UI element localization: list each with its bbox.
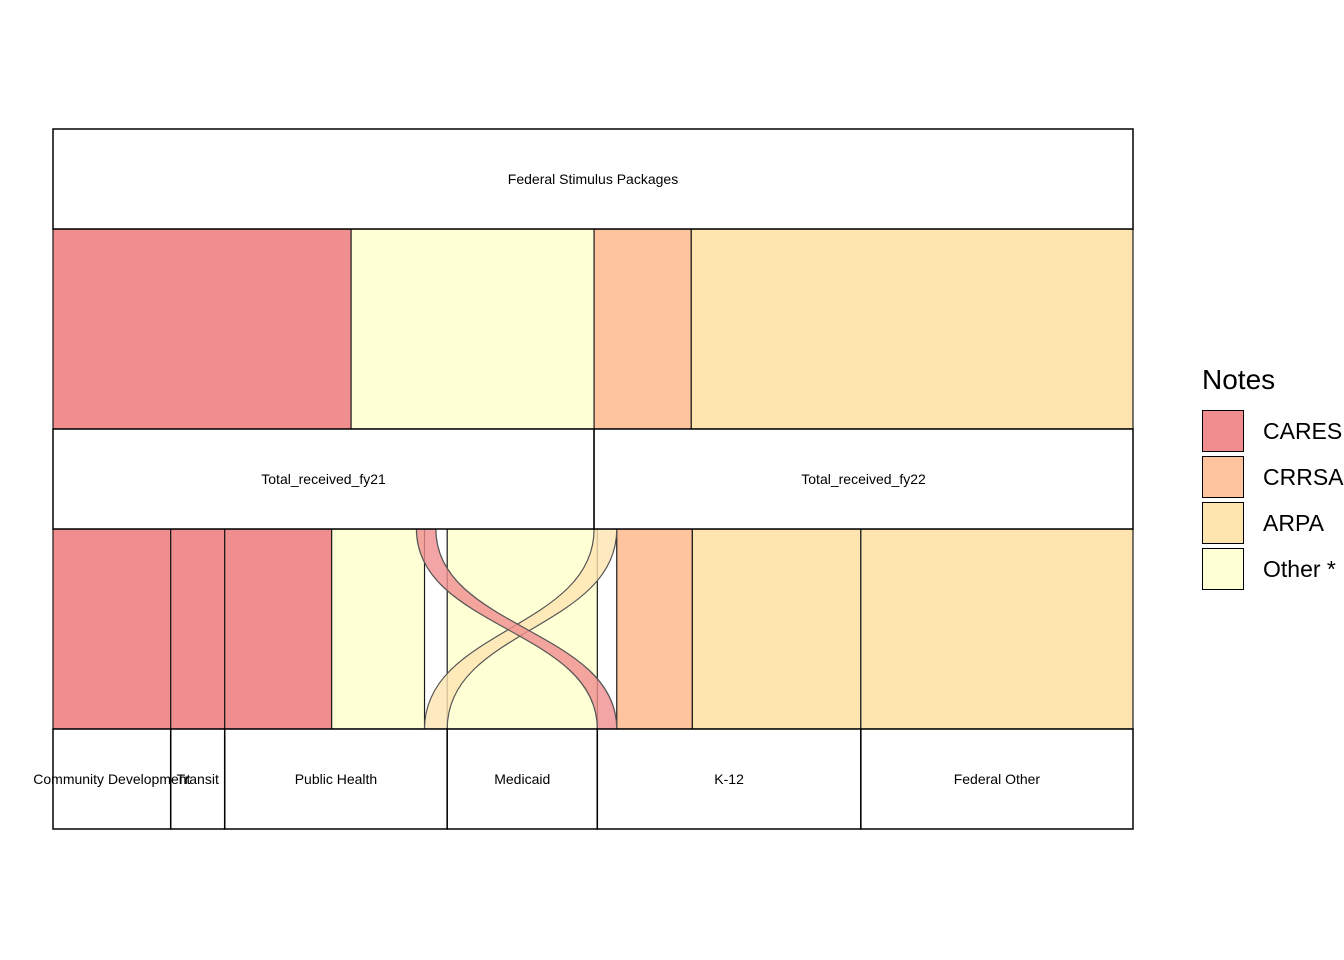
flow-federal-other-arpa <box>860 528 1134 730</box>
legend-swatch-other <box>1202 548 1244 590</box>
stratum-federal-other <box>860 728 1134 830</box>
legend-item-crrsa: CRRSA <box>1202 456 1344 500</box>
legend-item-cares: CARES <box>1202 410 1344 454</box>
legend-label-arpa: ARPA <box>1263 510 1324 536</box>
stratum-total-received-fy22 <box>593 428 1134 530</box>
flow-k-12-crrsa <box>616 528 693 730</box>
flow-public-health-other <box>331 528 426 730</box>
fy-band-crrsa <box>593 228 692 430</box>
labels-layer: Federal Stimulus Packages Total_received_… <box>33 171 1040 787</box>
flow-public-health-cares <box>224 528 333 730</box>
flow-k-12-arpa <box>691 528 862 730</box>
stratum-total-received-fy21 <box>52 428 595 530</box>
fills-layer <box>52 228 1134 730</box>
legend-label-crrsa: CRRSA <box>1263 464 1344 490</box>
flow-transit-cares <box>170 528 226 730</box>
strata-layer <box>52 128 1134 830</box>
stratum-transit <box>169 728 226 830</box>
stratum-public-health <box>223 728 448 830</box>
legend-item-arpa: ARPA <box>1202 502 1344 546</box>
stratum-community-development <box>52 728 172 830</box>
stratum-label-medicaid: Medicaid <box>494 771 550 787</box>
stratum-label-federal-other: Federal Other <box>954 771 1041 787</box>
fy-band-other <box>350 228 595 430</box>
stratum-label-transit: Transit <box>177 771 219 787</box>
stratum-label-total-received-fy22: Total_received_fy22 <box>801 471 926 487</box>
stratum-label-public-health: Public Health <box>295 771 378 787</box>
legend-swatch-arpa <box>1202 502 1244 544</box>
legend-item-other: Other * <box>1202 548 1344 592</box>
stratum-label-federal-stimulus-packages: Federal Stimulus Packages <box>508 171 678 187</box>
stratum-label-total-received-fy21: Total_received_fy21 <box>261 471 386 487</box>
flow-community-development-cares <box>52 528 172 730</box>
legend-label-other: Other * <box>1263 556 1336 582</box>
stratum-federal-stimulus-packages <box>52 128 1134 230</box>
fy-band-cares <box>52 228 352 430</box>
stratum-k-12 <box>596 728 862 830</box>
legend-swatch-cares <box>1202 410 1244 452</box>
legend-swatch-crrsa <box>1202 456 1244 498</box>
stratum-label-k-12: K-12 <box>714 771 744 787</box>
fy-band-arpa <box>690 228 1134 430</box>
stratum-label-community-development: Community Development <box>33 771 190 787</box>
legend-label-cares: CARES <box>1263 418 1343 444</box>
legend-title: Notes <box>1202 364 1276 395</box>
